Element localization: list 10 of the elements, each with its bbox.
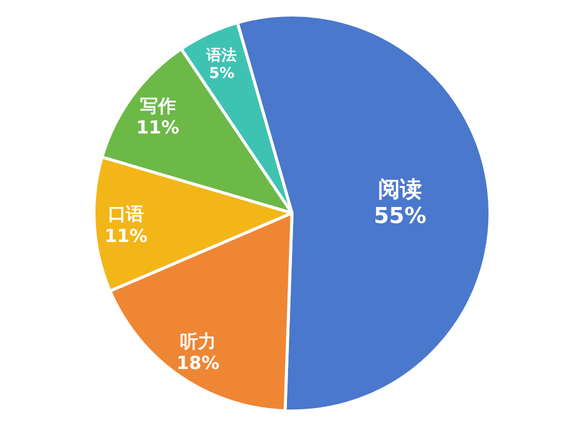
slice-label: 口语 (108, 204, 144, 226)
data-label: 5% (208, 64, 234, 82)
slice-label: 听力 (180, 332, 216, 353)
data-label: 11% (104, 226, 148, 247)
slice-label: 语法 (206, 46, 237, 64)
data-label: 55% (374, 204, 426, 229)
data-label: 18% (176, 353, 220, 374)
data-label: 11% (136, 118, 180, 139)
slice-label: 阅读 (378, 177, 422, 202)
slice-label: 写作 (140, 96, 176, 118)
